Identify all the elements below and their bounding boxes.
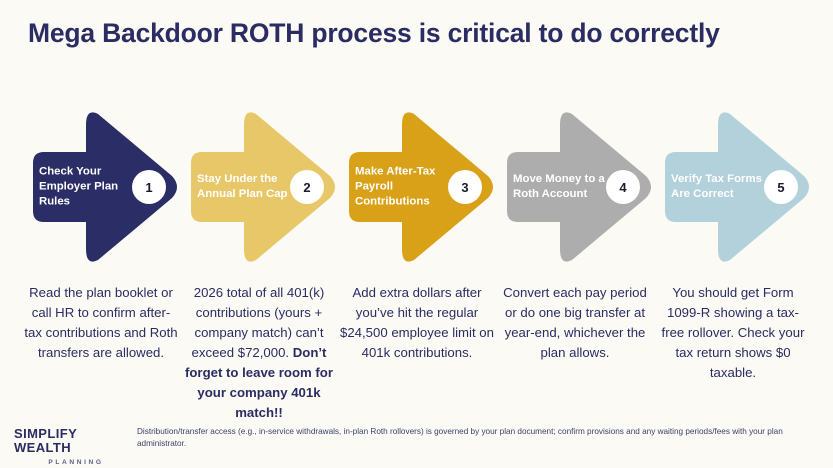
process-step-4[interactable]: Move Money to a Roth Account 4 <box>494 106 657 268</box>
process-step-1[interactable]: Check Your Employer Plan Rules 1 <box>20 106 183 268</box>
step-description-3: Add extra dollars after you’ve hit the r… <box>340 283 494 363</box>
arrow-shape-icon <box>349 112 493 262</box>
step-badge-2: 2 <box>290 170 324 204</box>
step-description-text-2: 2026 total of all 401(k) contributions (… <box>191 285 325 361</box>
step-description-2: 2026 total of all 401(k) contributions (… <box>182 283 336 423</box>
step-description-row: Read the plan booklet or call HR to conf… <box>0 283 833 421</box>
step-description-bold-2: Don’t forget to leave room for your comp… <box>184 345 333 421</box>
step-badge-5: 5 <box>764 170 798 204</box>
process-step-2[interactable]: Stay Under the Annual Plan Cap 2 <box>178 106 341 268</box>
step-description-text-5: You should get Form 1099-R showing a tax… <box>661 285 805 381</box>
process-step-5[interactable]: Verify Tax Forms Are Correct 5 <box>652 106 815 268</box>
brand-logo-name: SIMPLIFY WEALTH <box>14 426 77 456</box>
arrow-shape-icon <box>507 112 651 262</box>
step-description-text-4: Convert each pay period or do one big tr… <box>503 285 647 361</box>
brand-logo-tagline: PLANNING <box>48 458 104 466</box>
arrow-shape-icon <box>191 112 335 262</box>
step-description-text-1: Read the plan booklet or call HR to conf… <box>24 285 178 361</box>
step-badge-4: 4 <box>606 170 640 204</box>
step-description-4: Convert each pay period or do one big tr… <box>498 283 652 363</box>
footer: SIMPLIFY WEALTH PLANNING Distribution/tr… <box>0 416 833 468</box>
page-title: Mega Backdoor ROTH process is critical t… <box>28 18 720 48</box>
process-step-3[interactable]: Make After-Tax Payroll Contributions 3 <box>336 106 499 268</box>
arrow-shape-icon <box>665 112 809 262</box>
step-description-1: Read the plan booklet or call HR to conf… <box>24 283 178 363</box>
arrow-shape-icon <box>33 112 177 262</box>
step-description-5: You should get Form 1099-R showing a tax… <box>656 283 810 383</box>
footer-disclaimer: Distribution/transfer access (e.g., in-s… <box>137 427 783 449</box>
step-description-text-3: Add extra dollars after you’ve hit the r… <box>340 285 494 361</box>
process-arrow-row: Check Your Employer Plan Rules 1 Stay Un… <box>0 106 833 268</box>
step-badge-1: 1 <box>132 170 166 204</box>
step-badge-3: 3 <box>448 170 482 204</box>
brand-logo: SIMPLIFY WEALTH PLANNING <box>14 426 132 466</box>
